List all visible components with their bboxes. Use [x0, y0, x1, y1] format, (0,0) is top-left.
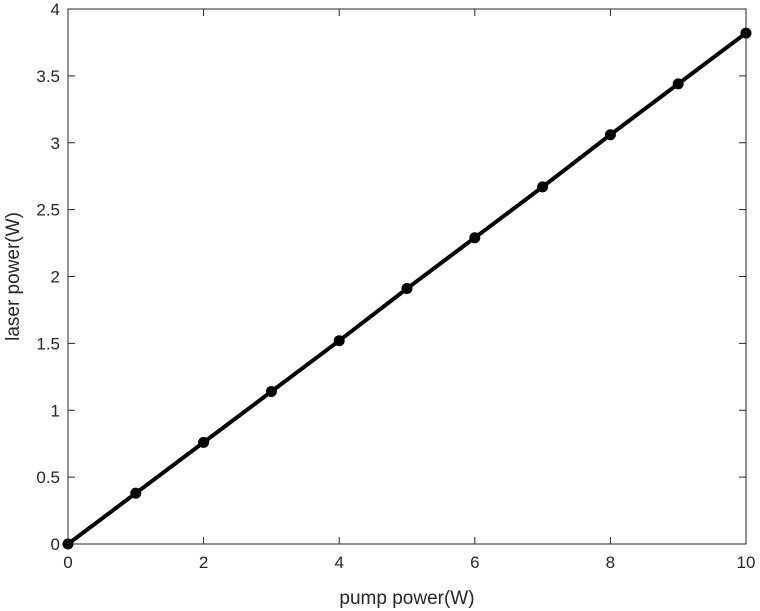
- x-tick-label: 0: [63, 553, 72, 572]
- y-tick-label: 3.5: [36, 67, 60, 86]
- x-tick-label: 8: [606, 553, 615, 572]
- data-point: [198, 436, 210, 448]
- y-axis-title: laser power(W): [3, 212, 24, 341]
- data-point: [130, 487, 142, 499]
- data-point: [672, 78, 684, 90]
- x-tick-label: 6: [470, 553, 479, 572]
- y-tick-label: 4: [51, 0, 60, 19]
- series-layer: [62, 27, 752, 550]
- y-tick-label: 1: [51, 401, 60, 420]
- data-point: [401, 283, 413, 295]
- data-point: [333, 335, 345, 347]
- x-tick-label: 4: [334, 553, 343, 572]
- y-tick-label: 2: [51, 268, 60, 287]
- plot-area-frame: [67, 8, 747, 545]
- y-tick-label: 3: [51, 134, 60, 153]
- data-point: [604, 129, 616, 141]
- x-axis-title: pump power(W): [339, 588, 474, 609]
- data-point: [537, 181, 549, 193]
- y-axis: 0 0.5 1 1.5 2 2.5 3 3.5 4: [36, 0, 746, 554]
- data-point: [469, 232, 481, 244]
- y-tick-label: 0.5: [36, 468, 60, 487]
- x-tick-label: 2: [199, 553, 208, 572]
- y-tick-label: 0: [51, 535, 60, 554]
- plot-area-background: [68, 9, 746, 544]
- y-tick-label: 1.5: [36, 334, 60, 353]
- x-tick-label: 10: [737, 553, 756, 572]
- y-tick-label: 2.5: [36, 201, 60, 220]
- data-point: [265, 386, 277, 398]
